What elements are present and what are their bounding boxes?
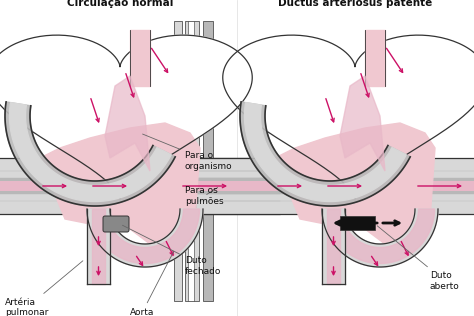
Polygon shape (5, 102, 175, 206)
Bar (195, 178, 474, 194)
Polygon shape (322, 209, 438, 267)
Bar (0, 158, 280, 214)
Polygon shape (275, 123, 435, 244)
Polygon shape (40, 123, 200, 244)
Bar (203, 21, 213, 301)
Polygon shape (105, 76, 150, 171)
Text: Aorta: Aorta (130, 252, 174, 316)
Bar (195, 158, 474, 214)
Bar (185, 21, 199, 301)
Polygon shape (87, 209, 203, 267)
Polygon shape (322, 209, 438, 267)
Polygon shape (340, 76, 385, 171)
FancyBboxPatch shape (103, 216, 129, 232)
Bar (188, 21, 194, 301)
Text: Ductus arteriosus patente: Ductus arteriosus patente (278, 0, 432, 8)
Bar (174, 21, 182, 301)
Bar (340, 216, 375, 230)
Text: Duto
fechado: Duto fechado (122, 225, 221, 276)
Polygon shape (87, 209, 203, 267)
Polygon shape (245, 103, 406, 202)
Text: Artéria
pulmonar: Artéria pulmonar (5, 261, 83, 316)
Polygon shape (0, 35, 252, 199)
Text: Para o
organismo: Para o organismo (143, 134, 233, 171)
Text: Para os
pulmões: Para os pulmões (185, 186, 224, 206)
Text: Circulação normal: Circulação normal (67, 0, 173, 8)
Bar (0, 181, 280, 191)
Polygon shape (223, 35, 474, 199)
Polygon shape (326, 209, 435, 264)
Bar (0, 178, 280, 194)
Polygon shape (91, 209, 200, 264)
Polygon shape (9, 103, 171, 202)
Text: Duto
aberto: Duto aberto (377, 226, 460, 291)
Bar (195, 181, 474, 191)
Polygon shape (240, 102, 410, 206)
